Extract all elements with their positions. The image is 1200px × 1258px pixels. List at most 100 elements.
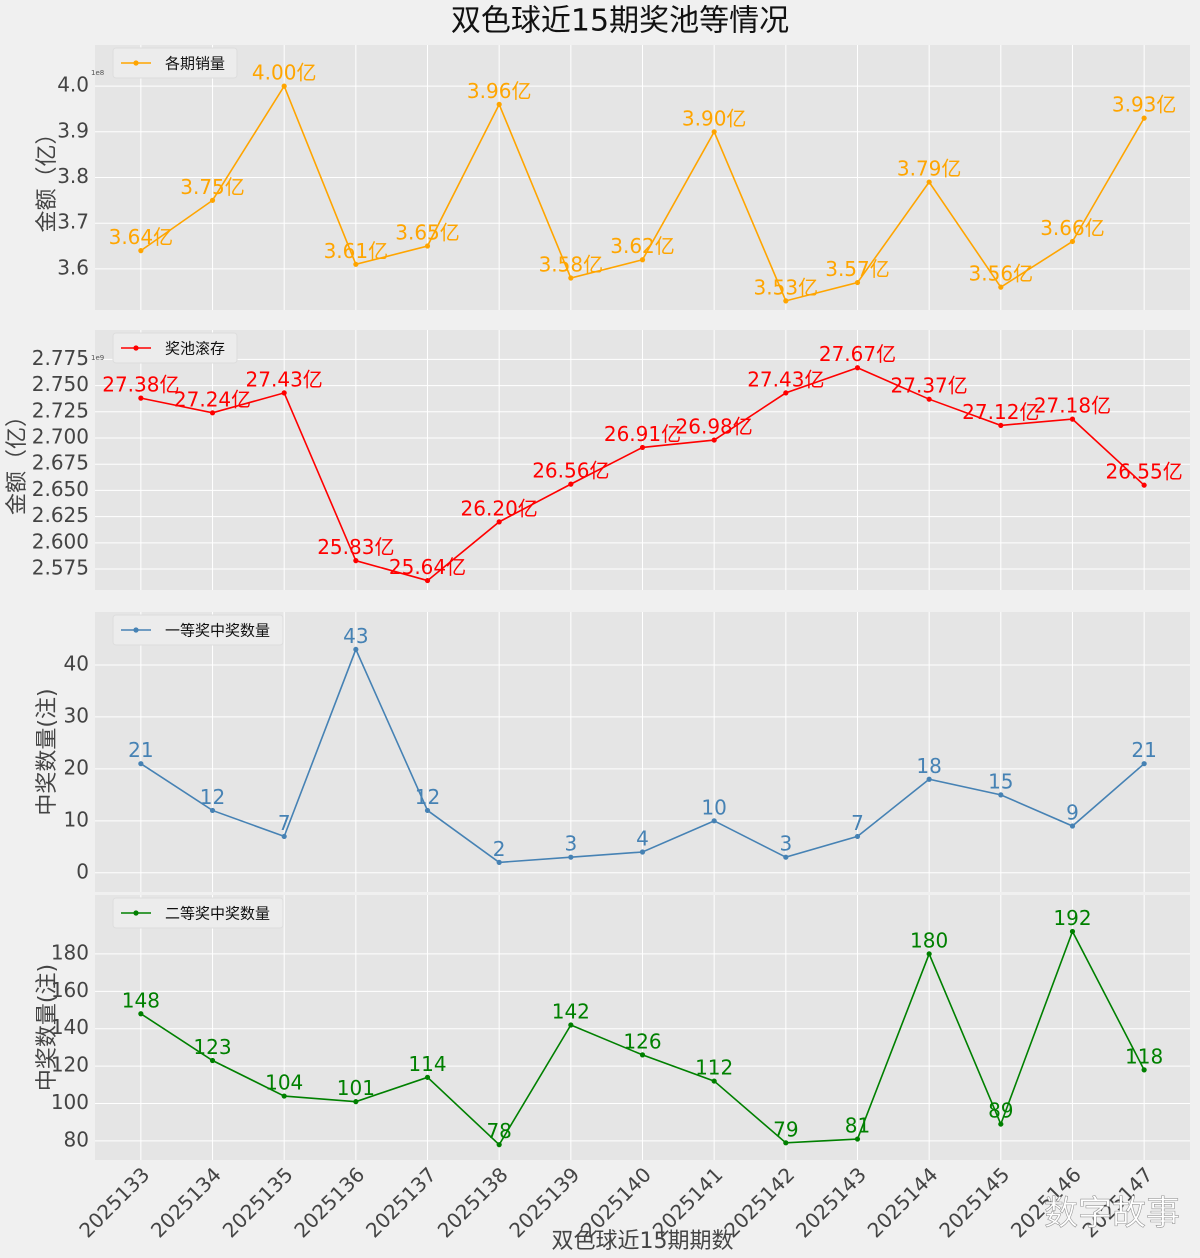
data-label: 3.62亿 [610,234,675,258]
y-tick-label: 20 [64,755,89,779]
data-point [1069,238,1076,245]
data-point [639,444,646,451]
data-label: 7 [851,811,864,835]
data-point [353,558,359,564]
data-label: 27.18亿 [1034,394,1111,418]
data-label: 9 [1066,801,1079,825]
y-tick-label: 10 [64,807,89,831]
y-offset-label: 1e9 [91,354,104,362]
data-label: 78 [486,1119,511,1143]
y-axis-label: 中奖数量(注) [35,964,60,1091]
data-label: 15 [988,769,1013,793]
y-tick-label: 160 [51,978,89,1002]
legend-label: 各期销量 [165,55,225,73]
y-tick-label: 3.9 [57,118,89,142]
data-point [424,577,431,584]
data-label: 27.43亿 [747,367,824,391]
data-label: 192 [1053,906,1091,930]
data-point [138,395,144,401]
legend-box [112,47,238,79]
y-tick-label: 2.600 [32,529,89,553]
data-point [783,298,789,304]
data-point [568,1022,574,1028]
data-label: 180 [910,928,948,952]
data-label: 21 [1131,738,1156,762]
y-tick-label: 2.700 [32,424,89,448]
legend-label: 二等奖中奖数量 [165,905,270,923]
y-tick-label: 80 [64,1127,89,1151]
y-tick-label: 3.6 [57,255,89,279]
y-axis-label: 中奖数量(注) [35,688,60,815]
data-point [711,818,717,824]
y-tick-label: 3.7 [57,210,89,234]
chart-title: 双色球近15期奖池等情况 [451,4,789,39]
data-point [783,854,789,860]
data-point [639,849,646,855]
data-label: 101 [337,1076,375,1100]
data-label: 27.24亿 [174,387,251,411]
data-point [711,1078,717,1084]
data-point [209,410,216,416]
data-point [926,396,932,402]
data-label: 118 [1125,1044,1163,1068]
data-label: 3.53亿 [754,275,819,299]
data-point [1141,115,1147,121]
data-label: 3.75亿 [180,175,245,199]
data-label: 25.83亿 [317,535,394,559]
y-tick-label: 2.650 [32,477,89,501]
data-point [353,1099,359,1105]
data-point [568,854,574,860]
y-axis-label: 金额（亿） [5,405,30,515]
data-point [281,83,287,89]
y-tick-label: 2.775 [32,346,89,370]
data-point [496,519,502,525]
y-tick-label: 100 [51,1090,89,1114]
data-label: 26.98亿 [676,415,753,439]
legend-marker [133,345,139,351]
data-label: 142 [552,999,590,1023]
data-point [1069,928,1076,935]
data-label: 2 [493,837,506,861]
data-point [209,1057,216,1064]
data-point [998,792,1004,798]
data-point [496,859,502,865]
y-tick-label: 120 [51,1053,89,1077]
data-label: 3.93亿 [1112,93,1177,117]
legend-marker [133,910,139,916]
data-point [138,1011,144,1017]
data-label: 3.64亿 [109,225,174,249]
data-point [424,1074,431,1080]
data-point [998,422,1004,429]
data-point [854,833,861,840]
legend-marker [133,627,139,633]
data-point [209,807,216,814]
data-point [1141,1067,1147,1073]
data-label: 27.67亿 [819,342,896,366]
data-label: 123 [193,1035,231,1059]
data-point [568,275,574,281]
data-label: 43 [343,624,368,648]
y-axis-label: 金额（亿） [35,122,60,232]
data-label: 3.58亿 [539,253,604,277]
data-label: 3.61亿 [324,239,389,263]
data-label: 89 [988,1099,1013,1123]
data-point [281,1093,287,1099]
data-point [281,833,287,840]
data-point [353,261,359,267]
legend-box [112,614,284,646]
data-point [711,129,717,135]
data-point [926,776,932,782]
data-label: 3.90亿 [682,106,747,130]
data-label: 3 [564,832,577,856]
y-tick-label: 3.8 [57,164,89,188]
data-point [711,437,717,443]
y-tick-label: 0 [76,859,89,883]
data-label: 3.57亿 [825,257,890,281]
data-point [353,646,359,653]
data-label: 3.79亿 [897,157,962,181]
y-tick-label: 40 [64,651,89,675]
data-label: 3.56亿 [969,262,1034,286]
data-point [281,390,287,396]
data-point [854,279,861,286]
data-label: 7 [278,811,291,835]
